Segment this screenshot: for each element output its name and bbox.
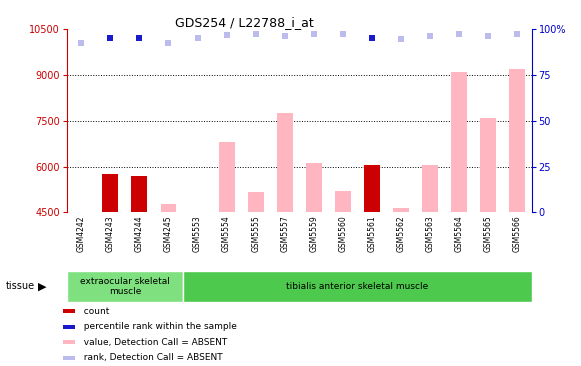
- Bar: [63, 309, 75, 313]
- Text: percentile rank within the sample: percentile rank within the sample: [78, 322, 236, 331]
- Point: [512, 31, 522, 37]
- Bar: [480, 118, 496, 212]
- Bar: [183, 271, 532, 302]
- Bar: [218, 142, 235, 212]
- Text: tibialis anterior skeletal muscle: tibialis anterior skeletal muscle: [286, 282, 428, 291]
- Bar: [393, 208, 409, 212]
- Point: [222, 33, 231, 38]
- Bar: [63, 356, 75, 360]
- Text: GSM5555: GSM5555: [251, 215, 260, 252]
- Text: GSM5564: GSM5564: [454, 215, 464, 252]
- Bar: [160, 204, 177, 212]
- Text: tissue: tissue: [6, 281, 35, 291]
- Text: GSM5566: GSM5566: [512, 215, 522, 252]
- Text: GSM5563: GSM5563: [425, 215, 435, 252]
- Point: [454, 31, 464, 37]
- Point: [396, 36, 406, 42]
- Text: count: count: [78, 307, 109, 316]
- Bar: [63, 325, 75, 329]
- Point: [106, 36, 115, 41]
- Text: GSM5565: GSM5565: [483, 215, 493, 252]
- Bar: [63, 340, 75, 344]
- Text: GSM5554: GSM5554: [222, 215, 231, 252]
- Text: rank, Detection Call = ABSENT: rank, Detection Call = ABSENT: [78, 354, 223, 362]
- Bar: [422, 165, 438, 212]
- Bar: [335, 191, 351, 212]
- Text: GSM5559: GSM5559: [309, 215, 318, 252]
- Text: ▶: ▶: [38, 281, 46, 291]
- Text: value, Detection Call = ABSENT: value, Detection Call = ABSENT: [78, 338, 227, 347]
- Text: GSM5560: GSM5560: [338, 215, 347, 252]
- Point: [251, 31, 260, 37]
- Bar: [67, 271, 183, 302]
- Bar: [277, 113, 293, 212]
- Text: GSM4244: GSM4244: [135, 215, 144, 252]
- Point: [338, 31, 347, 37]
- Text: GDS254 / L22788_i_at: GDS254 / L22788_i_at: [175, 16, 313, 30]
- Point: [367, 36, 376, 41]
- Point: [164, 40, 173, 46]
- Text: GSM5562: GSM5562: [396, 215, 406, 252]
- Bar: [451, 72, 467, 212]
- Bar: [306, 164, 322, 212]
- Bar: [248, 193, 264, 212]
- Text: GSM4243: GSM4243: [106, 215, 115, 252]
- Point: [193, 36, 202, 41]
- Point: [483, 33, 493, 39]
- Text: GSM4245: GSM4245: [164, 215, 173, 252]
- Bar: [131, 176, 148, 212]
- Point: [280, 33, 289, 39]
- Bar: [102, 174, 119, 212]
- Point: [77, 40, 86, 46]
- Text: GSM4242: GSM4242: [77, 215, 86, 252]
- Point: [425, 33, 435, 39]
- Point: [135, 36, 144, 41]
- Text: GSM5561: GSM5561: [367, 215, 376, 252]
- Bar: [509, 69, 525, 212]
- Bar: [364, 165, 380, 212]
- Text: GSM5557: GSM5557: [280, 215, 289, 252]
- Text: extraocular skeletal
muscle: extraocular skeletal muscle: [80, 277, 170, 296]
- Text: GSM5553: GSM5553: [193, 215, 202, 252]
- Point: [309, 31, 318, 37]
